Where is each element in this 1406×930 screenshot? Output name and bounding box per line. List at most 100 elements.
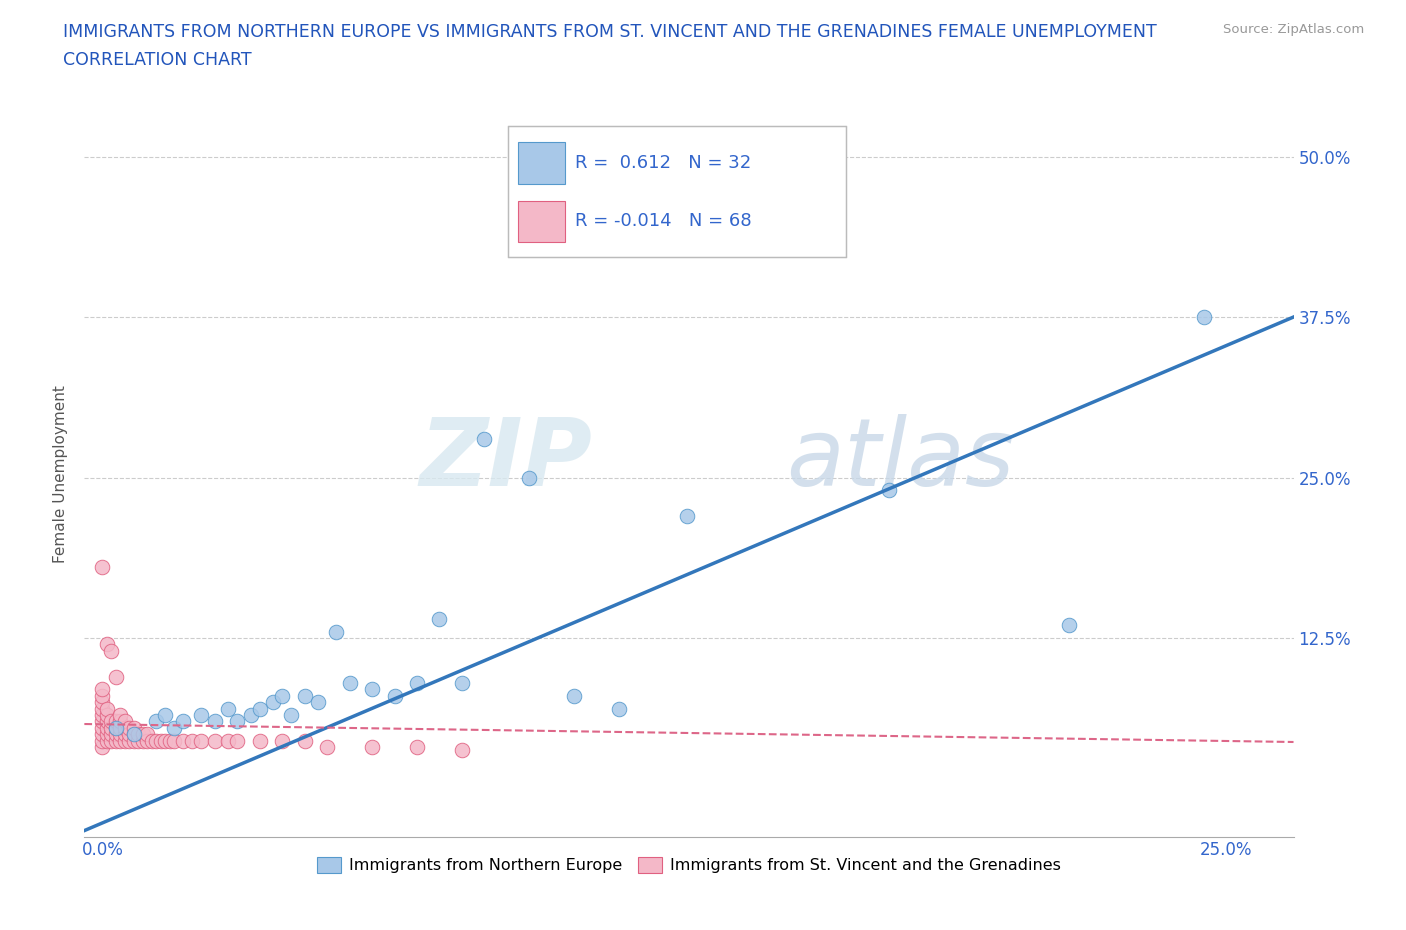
Point xyxy=(110,714,132,729)
Point xyxy=(239,708,262,723)
Point xyxy=(100,727,122,742)
Legend: Immigrants from Northern Europe, Immigrants from St. Vincent and the Grenadines: Immigrants from Northern Europe, Immigra… xyxy=(311,850,1067,880)
Point xyxy=(204,714,226,729)
Point xyxy=(100,714,122,729)
Point xyxy=(104,714,127,729)
Point xyxy=(172,714,194,729)
Point xyxy=(104,727,127,742)
Point xyxy=(562,688,585,703)
Point xyxy=(226,714,249,729)
Point xyxy=(91,701,114,716)
Point xyxy=(294,688,316,703)
Point xyxy=(127,727,149,742)
Point xyxy=(136,727,159,742)
Point xyxy=(519,470,541,485)
Point xyxy=(271,688,294,703)
Point xyxy=(155,733,177,748)
Point xyxy=(118,727,141,742)
Text: Source: ZipAtlas.com: Source: ZipAtlas.com xyxy=(1223,23,1364,36)
Point xyxy=(91,721,114,736)
Point xyxy=(361,682,384,697)
Point xyxy=(280,708,302,723)
Point xyxy=(406,675,429,690)
Text: atlas: atlas xyxy=(786,414,1014,505)
Point xyxy=(675,509,697,524)
Point xyxy=(91,727,114,742)
Point xyxy=(406,739,429,754)
Point xyxy=(190,733,212,748)
Point xyxy=(110,721,132,736)
Point xyxy=(122,733,145,748)
Point xyxy=(91,733,114,748)
Point xyxy=(122,727,145,742)
Point xyxy=(155,708,177,723)
Point xyxy=(132,727,155,742)
Point xyxy=(114,721,136,736)
Point xyxy=(474,432,496,446)
Point xyxy=(294,733,316,748)
Point xyxy=(316,739,339,754)
Point xyxy=(127,733,149,748)
Point xyxy=(96,714,118,729)
Point xyxy=(1192,310,1215,325)
Point xyxy=(104,721,127,736)
Point xyxy=(217,701,239,716)
Point xyxy=(110,733,132,748)
Point xyxy=(141,733,163,748)
Point xyxy=(159,733,181,748)
Point xyxy=(91,695,114,710)
Point xyxy=(877,483,900,498)
Point xyxy=(100,721,122,736)
Point xyxy=(91,739,114,754)
Point xyxy=(361,739,384,754)
Point xyxy=(217,733,239,748)
Point xyxy=(249,733,271,748)
Point xyxy=(118,733,141,748)
Point xyxy=(91,682,114,697)
Point xyxy=(91,560,114,575)
Point xyxy=(96,721,118,736)
Point xyxy=(118,721,141,736)
Text: ZIP: ZIP xyxy=(419,414,592,506)
Point xyxy=(114,733,136,748)
Point xyxy=(100,644,122,658)
Point xyxy=(429,611,451,626)
Point xyxy=(96,637,118,652)
Point xyxy=(91,688,114,703)
Point xyxy=(181,733,204,748)
Text: IMMIGRANTS FROM NORTHERN EUROPE VS IMMIGRANTS FROM ST. VINCENT AND THE GRENADINE: IMMIGRANTS FROM NORTHERN EUROPE VS IMMIG… xyxy=(63,23,1157,41)
Point xyxy=(104,669,127,684)
Point xyxy=(104,733,127,748)
Y-axis label: Female Unemployment: Female Unemployment xyxy=(53,385,69,564)
Point xyxy=(110,708,132,723)
Point xyxy=(607,701,630,716)
Point xyxy=(163,733,186,748)
Point xyxy=(114,727,136,742)
Point xyxy=(262,695,284,710)
Point xyxy=(145,714,167,729)
Point xyxy=(451,675,474,690)
Point xyxy=(114,714,136,729)
Point xyxy=(149,733,172,748)
Point xyxy=(100,733,122,748)
Point xyxy=(96,733,118,748)
Point xyxy=(190,708,212,723)
Point xyxy=(136,733,159,748)
Point xyxy=(122,727,145,742)
Point xyxy=(145,733,167,748)
Point xyxy=(307,695,329,710)
Text: CORRELATION CHART: CORRELATION CHART xyxy=(63,51,252,69)
Point xyxy=(451,742,474,757)
Point xyxy=(104,721,127,736)
Point xyxy=(325,624,347,639)
Point xyxy=(384,688,406,703)
Point xyxy=(122,721,145,736)
Point xyxy=(132,733,155,748)
Point xyxy=(110,727,132,742)
Point xyxy=(1057,618,1080,632)
Point xyxy=(271,733,294,748)
Point xyxy=(96,727,118,742)
Point xyxy=(339,675,361,690)
Point xyxy=(91,708,114,723)
Point xyxy=(96,708,118,723)
